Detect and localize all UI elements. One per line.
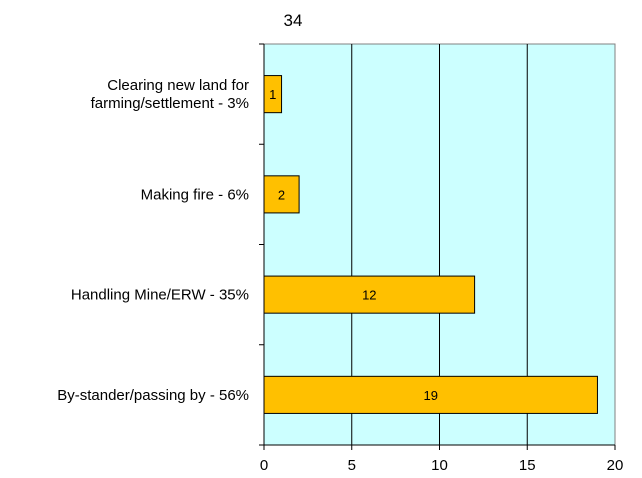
x-tick-label: 15 bbox=[519, 457, 536, 474]
x-axis-ticks: 0 5 10 15 20 bbox=[260, 445, 624, 474]
data-labels: 19 12 2 1 bbox=[269, 87, 438, 403]
category-label-line: By-stander/passing by - 56% bbox=[57, 387, 249, 404]
category-label: Clearing new land for farming/settlement … bbox=[91, 77, 249, 112]
category-label-line: Handling Mine/ERW - 35% bbox=[71, 287, 249, 304]
data-label: 12 bbox=[362, 288, 376, 303]
x-tick-label: 10 bbox=[431, 457, 448, 474]
data-label: 2 bbox=[278, 187, 285, 202]
data-label: 1 bbox=[269, 87, 276, 102]
bar bbox=[263, 275, 476, 314]
category-label-line: farming/settlement - 3% bbox=[91, 95, 249, 112]
category-label-line: Making fire - 6% bbox=[141, 186, 249, 203]
chart-title: 34 bbox=[284, 11, 303, 30]
bar bbox=[263, 375, 598, 414]
category-label: Making fire - 6% bbox=[141, 186, 249, 203]
x-tick-label: 0 bbox=[260, 457, 268, 474]
category-label: Handling Mine/ERW - 35% bbox=[71, 287, 249, 304]
x-tick-label: 20 bbox=[607, 457, 624, 474]
bar bbox=[263, 75, 283, 114]
data-label: 19 bbox=[423, 388, 437, 403]
bars bbox=[263, 75, 598, 414]
x-tick-label: 5 bbox=[348, 457, 356, 474]
y-axis-ticks bbox=[259, 43, 264, 446]
category-labels: By-stander/passing by - 56% Handling Mine… bbox=[57, 77, 249, 404]
bar bbox=[263, 175, 300, 214]
category-label-line: Clearing new land for bbox=[107, 77, 249, 94]
category-label: By-stander/passing by - 56% bbox=[57, 387, 249, 404]
